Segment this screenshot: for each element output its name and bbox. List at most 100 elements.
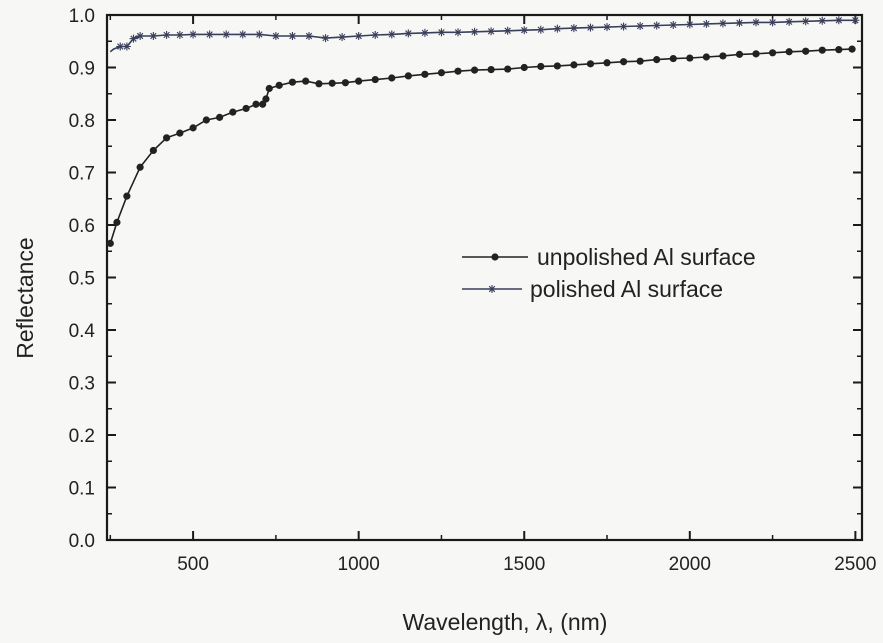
data-point [302, 77, 310, 85]
data-point [252, 100, 260, 108]
x-axis-title: Wavelength, λ, (nm) [403, 609, 608, 635]
data-point [262, 95, 270, 103]
data-point [149, 32, 158, 40]
data-point [315, 80, 323, 88]
data-point [685, 20, 694, 29]
legend-item: polished Al surface [462, 276, 723, 302]
data-point [653, 56, 661, 64]
series-2 [109, 16, 860, 53]
data-point [163, 134, 171, 142]
data-point [437, 28, 446, 37]
data-point [503, 26, 512, 35]
data-point [355, 77, 363, 85]
data-point [785, 17, 794, 26]
data-point [371, 75, 379, 84]
data-point [122, 42, 131, 51]
data-point [487, 27, 496, 36]
data-point [454, 28, 463, 37]
data-point [437, 69, 446, 77]
data-point [520, 63, 528, 72]
y-tick-label: 0.5 [69, 269, 95, 290]
data-point [202, 116, 210, 124]
y-tick-label: 0.7 [69, 164, 95, 185]
legend-marker [491, 253, 499, 261]
data-point [106, 239, 114, 247]
data-point [586, 23, 595, 32]
legend: unpolished Al surface polished Al surface [462, 244, 756, 302]
data-point [702, 19, 711, 28]
y-tick-label: 0.0 [69, 531, 95, 552]
data-point [487, 66, 495, 74]
data-point [851, 16, 860, 25]
data-point [113, 218, 121, 226]
data-point [536, 25, 545, 34]
data-point [768, 18, 777, 27]
data-point [686, 54, 694, 62]
data-point [603, 59, 611, 67]
data-point [420, 28, 429, 37]
data-point [652, 21, 661, 30]
data-point [176, 129, 184, 137]
data-point [421, 70, 429, 78]
y-tick-label: 0.6 [69, 216, 95, 237]
data-point [255, 30, 264, 39]
y-tick-label: 0.8 [69, 111, 95, 132]
x-tick-label: 1500 [503, 554, 545, 575]
y-tick-label: 0.9 [69, 59, 95, 80]
data-point [636, 57, 644, 65]
data-point [835, 46, 843, 54]
data-point [129, 34, 138, 43]
data-point [520, 26, 529, 35]
data-point [215, 113, 224, 121]
data-point [636, 22, 645, 31]
data-point [321, 34, 330, 43]
x-tick-label: 500 [177, 554, 209, 575]
legend-label: polished Al surface [530, 276, 723, 302]
plot-series [106, 16, 860, 247]
data-point [603, 23, 612, 32]
data-point [768, 49, 777, 57]
data-point [388, 74, 396, 82]
series-line [109, 48, 853, 244]
data-point [222, 30, 231, 39]
data-point [752, 18, 761, 27]
data-point [718, 19, 727, 28]
data-point [735, 18, 744, 27]
data-point [785, 48, 793, 56]
data-point [189, 124, 197, 132]
data-point [205, 30, 214, 39]
data-point [470, 66, 479, 74]
data-point [818, 46, 826, 54]
data-point [275, 81, 283, 89]
data-point [470, 27, 479, 36]
data-point [735, 50, 744, 58]
data-point [669, 54, 677, 63]
plot-frame [105, 13, 864, 542]
data-point [271, 32, 280, 40]
y-axis-title: Reflectance [12, 237, 38, 358]
data-point [752, 50, 760, 58]
data-point [553, 24, 562, 33]
data-point [570, 61, 578, 69]
data-point [404, 72, 412, 80]
data-point [136, 163, 144, 171]
data-point [229, 108, 237, 116]
data-point [354, 32, 363, 40]
data-point [338, 33, 347, 42]
data-point [569, 24, 578, 33]
data-point [669, 20, 678, 29]
data-point [265, 84, 273, 93]
data-point [619, 22, 628, 31]
data-point [242, 104, 250, 113]
data-point [162, 30, 171, 39]
data-point [454, 67, 462, 75]
x-tick-label: 1000 [338, 554, 380, 575]
y-tick-label: 0.3 [69, 374, 95, 395]
x-tick-label: 2000 [669, 554, 711, 575]
data-point [259, 100, 267, 108]
data-point [834, 16, 843, 25]
data-point [848, 45, 856, 53]
legend-item: unpolished Al surface [462, 244, 756, 270]
series-line [109, 19, 856, 53]
